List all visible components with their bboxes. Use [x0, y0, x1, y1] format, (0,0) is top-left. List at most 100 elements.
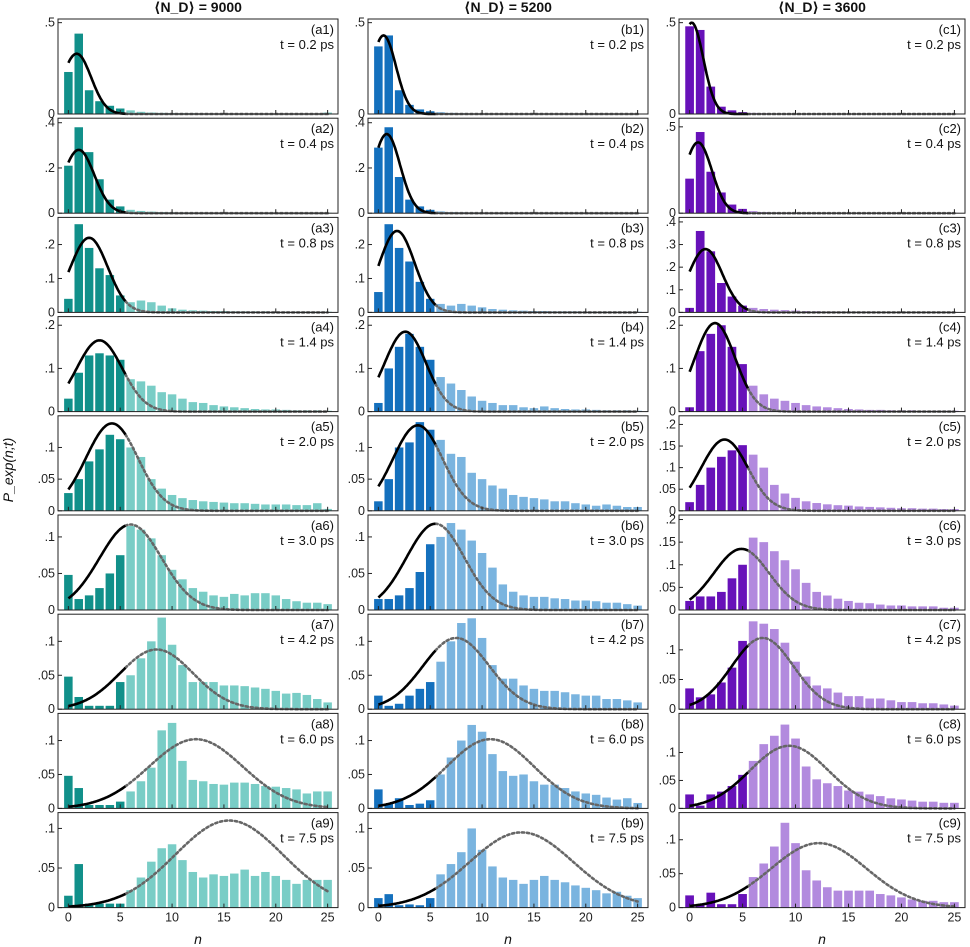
bar-a8-n6 [126, 791, 135, 809]
bar-b7-n0 [374, 695, 383, 710]
bar-c5-n17 [865, 506, 875, 511]
fit-solid-b8 [378, 776, 437, 808]
bar-c7-n7 [759, 623, 769, 710]
bar-c9-n15 [844, 890, 853, 908]
bar-c5-n12 [812, 503, 822, 511]
ytick-label-a6: 0 [48, 603, 55, 617]
bar-b6-n14 [519, 595, 528, 610]
ytick-label-c9: 0 [669, 901, 676, 915]
panel-label-a6: (a6) [311, 518, 334, 533]
time-label-a6: t = 3.0 ps [280, 533, 334, 548]
bar-b8-n2 [394, 798, 404, 809]
bar-b6-n20 [581, 600, 591, 610]
time-label-c5: t = 2.0 ps [907, 434, 961, 449]
ytick-label-b3: .1 [355, 271, 365, 285]
bar-b6-n10 [477, 553, 487, 610]
xtick-label-c9: 20 [894, 911, 908, 925]
panel-label-c4: (c4) [939, 320, 961, 335]
bar-b6-n6 [436, 536, 445, 610]
bar-a2-n0 [64, 165, 73, 214]
bar-b7-n4 [415, 688, 425, 710]
ytick-label-b6: .05 [348, 566, 365, 580]
bar-b1-n3 [405, 104, 414, 114]
bar-b6-n9 [467, 540, 476, 610]
bar-a7-n11 [178, 665, 187, 710]
bar-a8-n14 [209, 783, 218, 809]
bar-b3-n12 [498, 309, 508, 313]
bar-a7-n17 [240, 686, 249, 710]
ytick-label-b5: .05 [348, 472, 365, 486]
bar-b9-n6 [436, 874, 445, 908]
bar-a7-n20 [271, 690, 281, 710]
bar-c7-n4 [727, 667, 737, 710]
bar-c7-n24 [939, 704, 949, 710]
panel-label-c7: (c7) [939, 617, 961, 632]
bar-a3-n8 [147, 302, 156, 313]
bar-b5-n5 [425, 429, 435, 511]
bar-c3-n8 [769, 309, 779, 313]
bar-b4-n2 [394, 346, 404, 412]
bar-c6-n1 [695, 596, 705, 610]
bar-c7-n8 [769, 629, 779, 710]
bar-b8-n13 [508, 775, 518, 809]
xtick-label-c9: 0 [686, 911, 693, 925]
bar-c7-n21 [907, 702, 917, 710]
frame-a5 [57, 415, 339, 512]
bar-c7-n22 [918, 703, 927, 710]
time-label-a5: t = 2.0 ps [280, 434, 334, 449]
bar-b9-n7 [446, 864, 456, 908]
bar-c8-n21 [907, 800, 917, 809]
bar-c5-n16 [854, 506, 864, 511]
bar-a6-n1 [74, 599, 83, 610]
bar-a4-n8 [147, 385, 156, 412]
bar-a6-n23 [302, 602, 312, 610]
ytick-label-b4: .1 [355, 361, 365, 375]
bar-b7-n8 [457, 623, 466, 710]
panel-label-b8: (b8) [621, 716, 644, 731]
bar-c3-n7 [759, 309, 769, 313]
bar-c1-n2 [706, 86, 716, 114]
bar-b8-n15 [529, 781, 539, 809]
bar-b7-n21 [591, 695, 601, 710]
bar-b4-n12 [498, 405, 508, 412]
bar-c6-n3 [717, 591, 726, 610]
frame-c2 [678, 117, 966, 214]
fit-dotted-c4 [746, 386, 956, 413]
panel-label-a9: (a9) [311, 816, 334, 831]
bar-c7-n11 [801, 676, 811, 710]
bar-b7-n7 [446, 641, 456, 710]
bar-b9-n23 [612, 891, 622, 908]
ytick-label-c6: .05 [659, 580, 676, 594]
bar-a3-n5 [115, 295, 125, 313]
ytick-label-a8: .05 [38, 767, 55, 781]
bar-c9-n6 [748, 877, 758, 908]
ytick-label-c4: .2 [666, 318, 676, 332]
bar-a5-n5 [115, 439, 125, 511]
bar-a9-n20 [271, 875, 281, 908]
fit-solid-a7 [68, 666, 127, 708]
bar-c5-n8 [769, 484, 779, 511]
bar-a7-n0 [64, 676, 73, 710]
bar-b7-n24 [623, 700, 632, 710]
bar-a8-n22 [292, 789, 301, 809]
ytick-label-a8: 0 [48, 801, 55, 815]
bar-b6-n13 [508, 591, 518, 610]
bar-b7-n23 [612, 699, 622, 710]
bar-c8-n2 [706, 794, 716, 809]
bar-a8-n10 [167, 722, 177, 809]
bar-a8-n4 [105, 805, 115, 809]
ytick-label-b1: 0 [358, 107, 365, 121]
ytick-label-a8: .1 [45, 734, 55, 748]
ytick-label-b2: .4 [355, 116, 365, 130]
bar-a5-n9 [157, 488, 166, 511]
bar-c6-n15 [844, 600, 853, 610]
bar-a4-n12 [188, 402, 198, 412]
ytick-label-b2: 0 [358, 206, 365, 220]
ytick-label-a1: 0 [48, 107, 55, 121]
bar-b4-n4 [415, 346, 425, 412]
bar-b6-n0 [374, 599, 383, 610]
ytick-label-a3: 0 [48, 305, 55, 319]
bar-a5-n14 [209, 501, 218, 511]
bar-b7-n14 [519, 685, 528, 710]
bar-a8-n7 [136, 781, 146, 809]
